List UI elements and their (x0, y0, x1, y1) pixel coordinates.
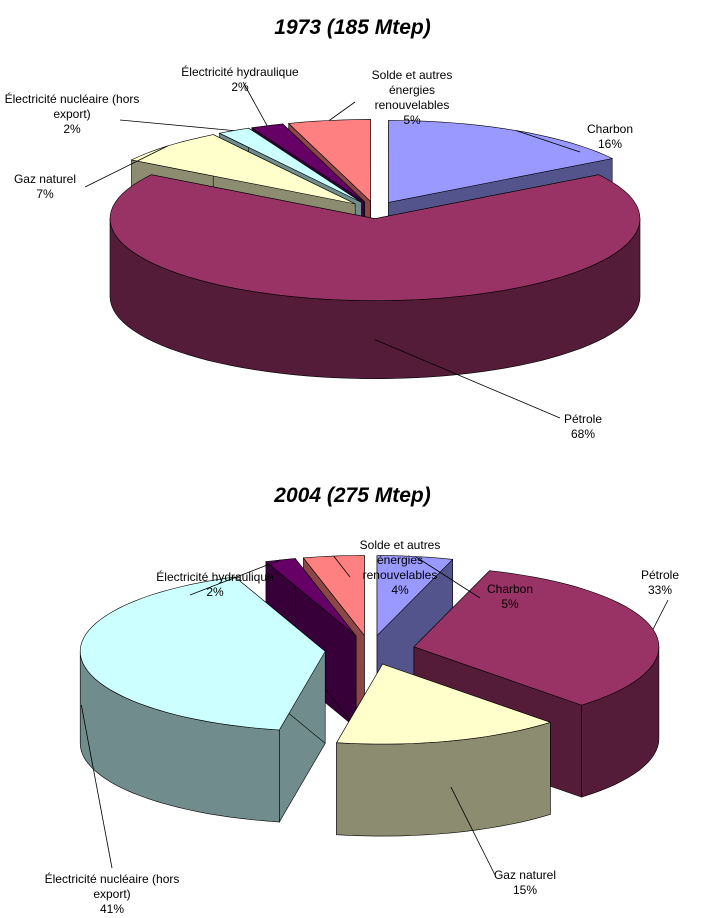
category-label: Électricité hydraulique (156, 570, 274, 584)
category-label: Charbon (486, 582, 534, 596)
slice-label: Électricité nucléaire (hors export) 41% (42, 872, 182, 917)
category-label: Électricité hydraulique (181, 65, 299, 79)
leader-line (119, 119, 234, 131)
value-label: 33% (647, 583, 673, 597)
leader-line (333, 555, 351, 578)
leader-line (84, 145, 168, 188)
leader-line (242, 81, 268, 126)
chart-title: 2004 (275 Mtep) (274, 484, 431, 507)
leader-line (516, 130, 581, 153)
slice-label: Gaz naturel 15% (485, 868, 565, 898)
leader-line (652, 599, 669, 630)
slice-label: Pétrole 68% (533, 412, 633, 442)
slice (251, 123, 365, 203)
slice-label: Électricité hydraulique 2% (160, 65, 320, 95)
category-label: Pétrole (563, 412, 603, 426)
slice-label: Charbon 5% (470, 582, 550, 612)
value-label: 4% (391, 583, 409, 597)
slice (79, 576, 326, 731)
category-label: Pétrole (640, 568, 680, 582)
leader-line (374, 339, 561, 419)
leader-line (450, 786, 496, 876)
leader-line (328, 101, 356, 121)
value-label: 15% (512, 883, 538, 897)
value-label: 68% (570, 427, 596, 441)
category-label: Solde et autres énergies renouvelables (359, 538, 441, 582)
slice-label: Solde et autres énergies renouvelables 5% (357, 68, 467, 128)
category-label: Gaz naturel (13, 172, 77, 186)
category-label: Gaz naturel (493, 868, 557, 882)
slice (130, 134, 356, 205)
value-label: 41% (99, 902, 125, 916)
category-label: Charbon (586, 122, 634, 136)
slice (336, 663, 552, 745)
leader-line (80, 704, 113, 869)
value-label: 7% (36, 187, 54, 201)
slice-label: Charbon 16% (560, 122, 660, 152)
category-label: Électricité nucléaire (hors export) (44, 872, 180, 901)
value-label: 5% (501, 597, 519, 611)
category-label: Solde et autres énergies renouvelables (371, 68, 453, 112)
slice (109, 174, 641, 302)
slice-label: Électricité nucléaire (hors export) 2% (2, 92, 142, 137)
leader-line (415, 556, 481, 599)
chart-title: 1973 (185 Mtep) (274, 16, 431, 39)
value-label: 5% (403, 113, 421, 127)
slice-label: Solde et autres énergies renouvelables 4% (345, 538, 455, 598)
value-label: 2% (63, 122, 81, 136)
slice-label: Gaz naturel 7% (0, 172, 95, 202)
slice-label: Pétrole 33% (620, 568, 700, 598)
value-label: 16% (597, 137, 623, 151)
value-label: 2% (206, 585, 224, 599)
slice (218, 127, 362, 203)
category-label: Électricité nucléaire (hors export) (4, 92, 140, 121)
leader-line (189, 559, 281, 596)
value-label: 2% (231, 80, 249, 94)
slice-label: Électricité hydraulique 2% (135, 570, 295, 600)
